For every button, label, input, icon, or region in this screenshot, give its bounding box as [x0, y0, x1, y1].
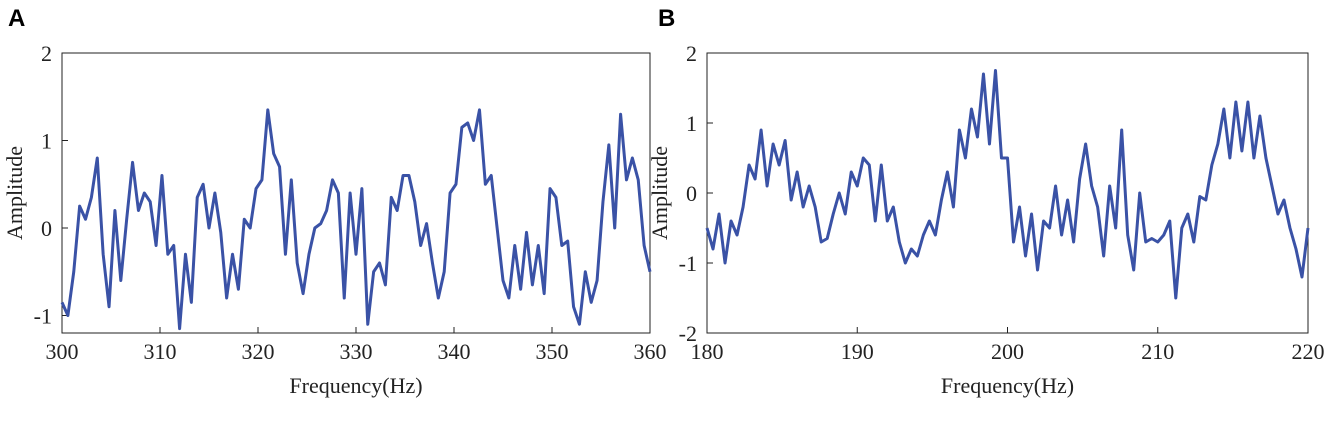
data-line	[60, 108, 652, 331]
x-tick-label: 360	[634, 339, 667, 364]
y-axis-label: Amplitude	[647, 146, 672, 240]
x-tick-label: 300	[46, 339, 79, 364]
y-axis-label: Amplitude	[2, 146, 27, 240]
x-tick-label: 220	[1292, 339, 1325, 364]
x-tick-label: 330	[340, 339, 373, 364]
y-tick-label: 2	[686, 41, 697, 66]
data-line	[705, 69, 1310, 300]
x-tick-label: 210	[1141, 339, 1174, 364]
y-tick-label: 0	[686, 181, 697, 206]
panel-label: B	[658, 5, 675, 32]
y-tick-label: -1	[679, 251, 697, 276]
plot-frame	[706, 52, 1309, 334]
x-axis-label: Frequency(Hz)	[289, 373, 422, 398]
x-tick-label: 200	[991, 339, 1024, 364]
y-tick-label: -1	[34, 304, 52, 329]
x-tick-label: 320	[242, 339, 275, 364]
plot-frame	[61, 52, 651, 334]
y-tick-label: 1	[686, 111, 697, 136]
x-tick-label: 340	[438, 339, 471, 364]
y-tick-label: 2	[41, 41, 52, 66]
x-tick-label: 190	[841, 339, 874, 364]
x-tick-label: 310	[144, 339, 177, 364]
x-tick-label: 180	[691, 339, 724, 364]
x-tick-label: 350	[536, 339, 569, 364]
y-tick-label: 0	[41, 216, 52, 241]
y-tick-label: 1	[41, 129, 52, 154]
x-axis-label: Frequency(Hz)	[941, 373, 1074, 398]
panel-label: A	[8, 5, 25, 32]
y-tick-label: -2	[679, 321, 697, 346]
